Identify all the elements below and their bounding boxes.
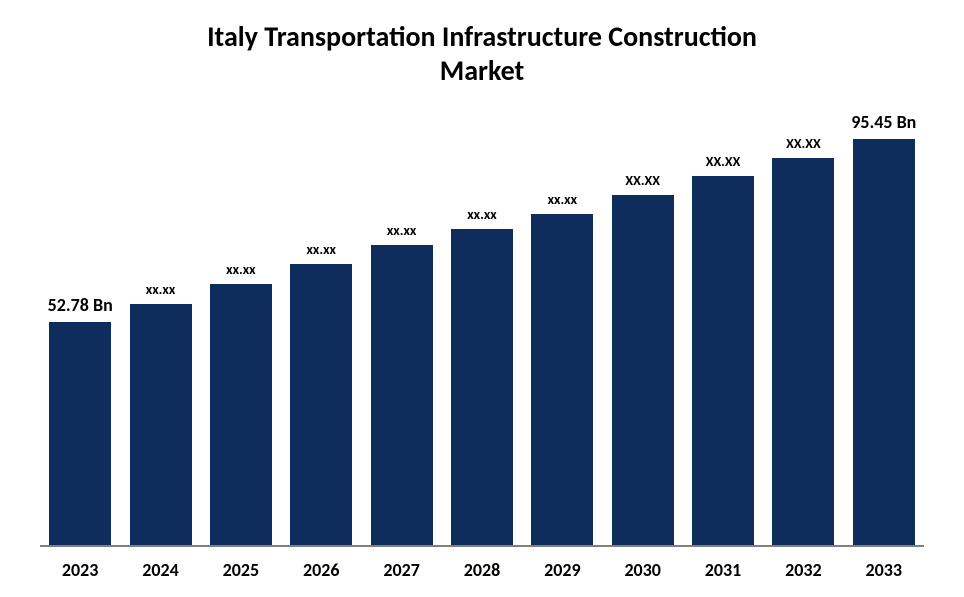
bar-value-label: xx.xx xyxy=(467,206,496,223)
x-axis-labels: 2023202420252026202720282029203020312032… xyxy=(40,559,924,581)
x-axis-label: 2029 xyxy=(522,559,602,581)
bar xyxy=(49,322,111,547)
x-axis-label: 2033 xyxy=(844,559,924,581)
bar xyxy=(130,304,192,547)
bar-value-label: 52.78 Bn xyxy=(48,294,113,316)
bar xyxy=(451,229,513,547)
bar xyxy=(531,214,593,547)
bar-group: xx.xx xyxy=(120,304,200,547)
bar-value-label: XX.XX xyxy=(706,153,741,170)
bar-value-label: 95.45 Bn xyxy=(851,111,916,133)
bar xyxy=(853,139,915,547)
x-axis-label: 2023 xyxy=(40,559,120,581)
x-axis-label: 2028 xyxy=(442,559,522,581)
bar xyxy=(772,158,834,547)
bar-group: xx.xx xyxy=(201,284,281,547)
bar-value-label: xx.xx xyxy=(548,191,577,208)
bar-group: XX.XX xyxy=(683,176,763,547)
bar-group: xx.xx xyxy=(361,245,441,547)
x-axis-label: 2024 xyxy=(120,559,200,581)
bar-group: 52.78 Bn xyxy=(40,322,120,547)
bar xyxy=(290,264,352,547)
chart-title: Italy Transportation Infrastructure Cons… xyxy=(0,0,964,87)
bars-container: 52.78 Bnxx.xxxx.xxxx.xxxx.xxxx.xxxx.xxXX… xyxy=(40,120,924,547)
bar-value-label: xx.xx xyxy=(226,261,255,278)
bar xyxy=(371,245,433,547)
bar-group: xx.xx xyxy=(442,229,522,547)
bar xyxy=(210,284,272,547)
bar-value-label: XX.XX xyxy=(625,172,660,189)
x-axis-label: 2031 xyxy=(683,559,763,581)
x-axis-label: 2030 xyxy=(603,559,683,581)
x-axis-label: 2026 xyxy=(281,559,361,581)
bar xyxy=(612,195,674,547)
chart-plot-area: 52.78 Bnxx.xxxx.xxxx.xxxx.xxxx.xxxx.xxXX… xyxy=(40,120,924,547)
bar-group: 95.45 Bn xyxy=(844,139,924,547)
x-axis-baseline xyxy=(40,545,924,547)
x-axis-label: 2032 xyxy=(763,559,843,581)
bar-group: xx.xx xyxy=(281,264,361,547)
chart-title-line2: Market xyxy=(0,54,964,88)
bar-value-label: xx.xx xyxy=(307,241,336,258)
bar-value-label: xx.xx xyxy=(146,281,175,298)
bar-group: XX.XX xyxy=(763,158,843,547)
x-axis-label: 2027 xyxy=(361,559,441,581)
bar-value-label: XX.XX xyxy=(786,135,821,152)
bar-group: xx.xx xyxy=(522,214,602,547)
bar-group: XX.XX xyxy=(603,195,683,547)
bar-value-label: xx.xx xyxy=(387,222,416,239)
bar xyxy=(692,176,754,547)
chart-title-line1: Italy Transportation Infrastructure Cons… xyxy=(0,20,964,54)
x-axis-label: 2025 xyxy=(201,559,281,581)
